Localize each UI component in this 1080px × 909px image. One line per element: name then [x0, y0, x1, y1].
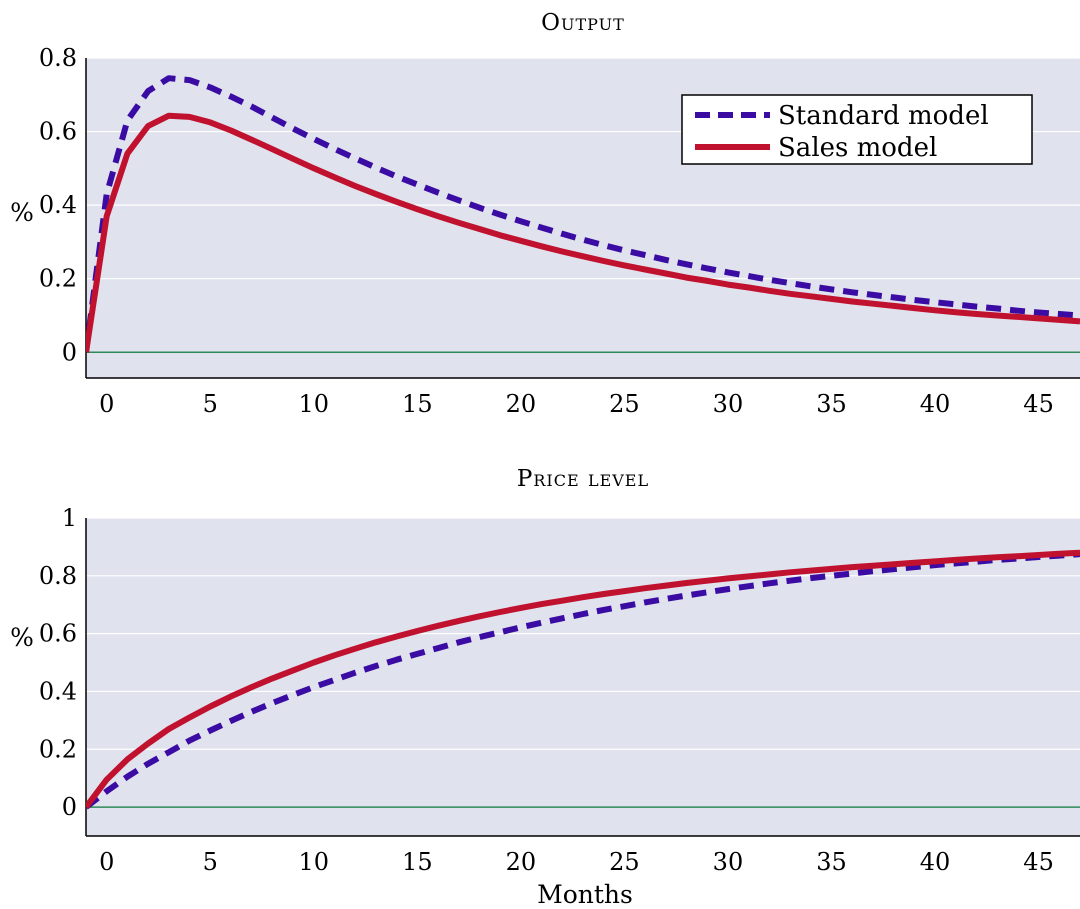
y-tick-label: 0.4	[39, 191, 77, 219]
series-line-sales-model	[86, 549, 1080, 809]
x-tick-label: 5	[203, 390, 218, 418]
series-line-standard-model	[86, 551, 1080, 810]
legend-label-sales-model: Sales model	[778, 133, 937, 163]
x-tick-label: 40	[920, 390, 951, 418]
grid	[86, 517, 1080, 750]
x-tick-label: 30	[713, 390, 744, 418]
x-tick-label: 0	[99, 390, 114, 418]
x-tick-label: 15	[402, 848, 433, 876]
price-level-chart: Price level 00.20.40.60.810 5 10 15 20 25 30 35…	[10, 466, 1080, 909]
x-tick-label: 5	[203, 848, 218, 876]
x-tick-label: 25	[609, 390, 640, 418]
x-tick-label: 40	[920, 848, 951, 876]
axes: 0 0.2 0.4 0.6 0.8 0 5 10 15 20 25 30 35 40 45	[39, 44, 1080, 418]
y-tick-label: 0.4	[39, 677, 77, 705]
y-tick-label: 1	[62, 504, 77, 532]
y-axis-label: %	[10, 623, 34, 652]
axes: 00.20.40.60.810 5 10 15 20 25 30 35 40 45	[39, 504, 1080, 876]
x-tick-label: 45	[1023, 848, 1054, 876]
series-line-standard-model	[86, 75, 1080, 353]
x-tick-label: 35	[816, 848, 847, 876]
x-tick-label: 20	[506, 848, 537, 876]
y-tick-label: 0.8	[39, 44, 77, 72]
legend-box	[681, 94, 1033, 165]
legend: Standard model Sales model	[681, 94, 1033, 165]
x-tick-label: 45	[1023, 390, 1054, 418]
x-tick-label: 25	[609, 848, 640, 876]
y-axis-label: %	[10, 198, 34, 227]
x-tick-label: 15	[402, 390, 433, 418]
series-group	[86, 549, 1080, 810]
series-group	[86, 75, 1080, 353]
x-tick-label: 10	[299, 848, 330, 876]
x-tick-label: 35	[816, 390, 847, 418]
y-tick-label: 0	[62, 793, 77, 821]
output-chart: Output 0 0.2 0.4 0.6 0.8 0 5 10 15 20 25 30 35 40 45 %…	[10, 10, 1080, 418]
y-tick-label: 0.6	[39, 620, 77, 648]
y-tick-label: 0.2	[39, 735, 77, 763]
x-tick-label: 30	[713, 848, 744, 876]
x-axis-label: Months	[537, 880, 633, 909]
y-tick-label: 0.6	[39, 118, 77, 146]
series-line-sales-model	[86, 112, 1080, 353]
plot-area	[86, 518, 1080, 836]
chart-title: Output	[541, 10, 625, 36]
x-tick-label: 20	[506, 390, 537, 418]
x-tick-label: 10	[299, 390, 330, 418]
y-tick-label: 0.2	[39, 265, 77, 293]
chart-title: Price level	[517, 466, 649, 492]
y-tick-label: 0.8	[39, 562, 77, 590]
y-tick-label: 0	[62, 338, 77, 366]
legend-label-standard-model: Standard model	[778, 101, 989, 131]
x-tick-label: 0	[99, 848, 114, 876]
